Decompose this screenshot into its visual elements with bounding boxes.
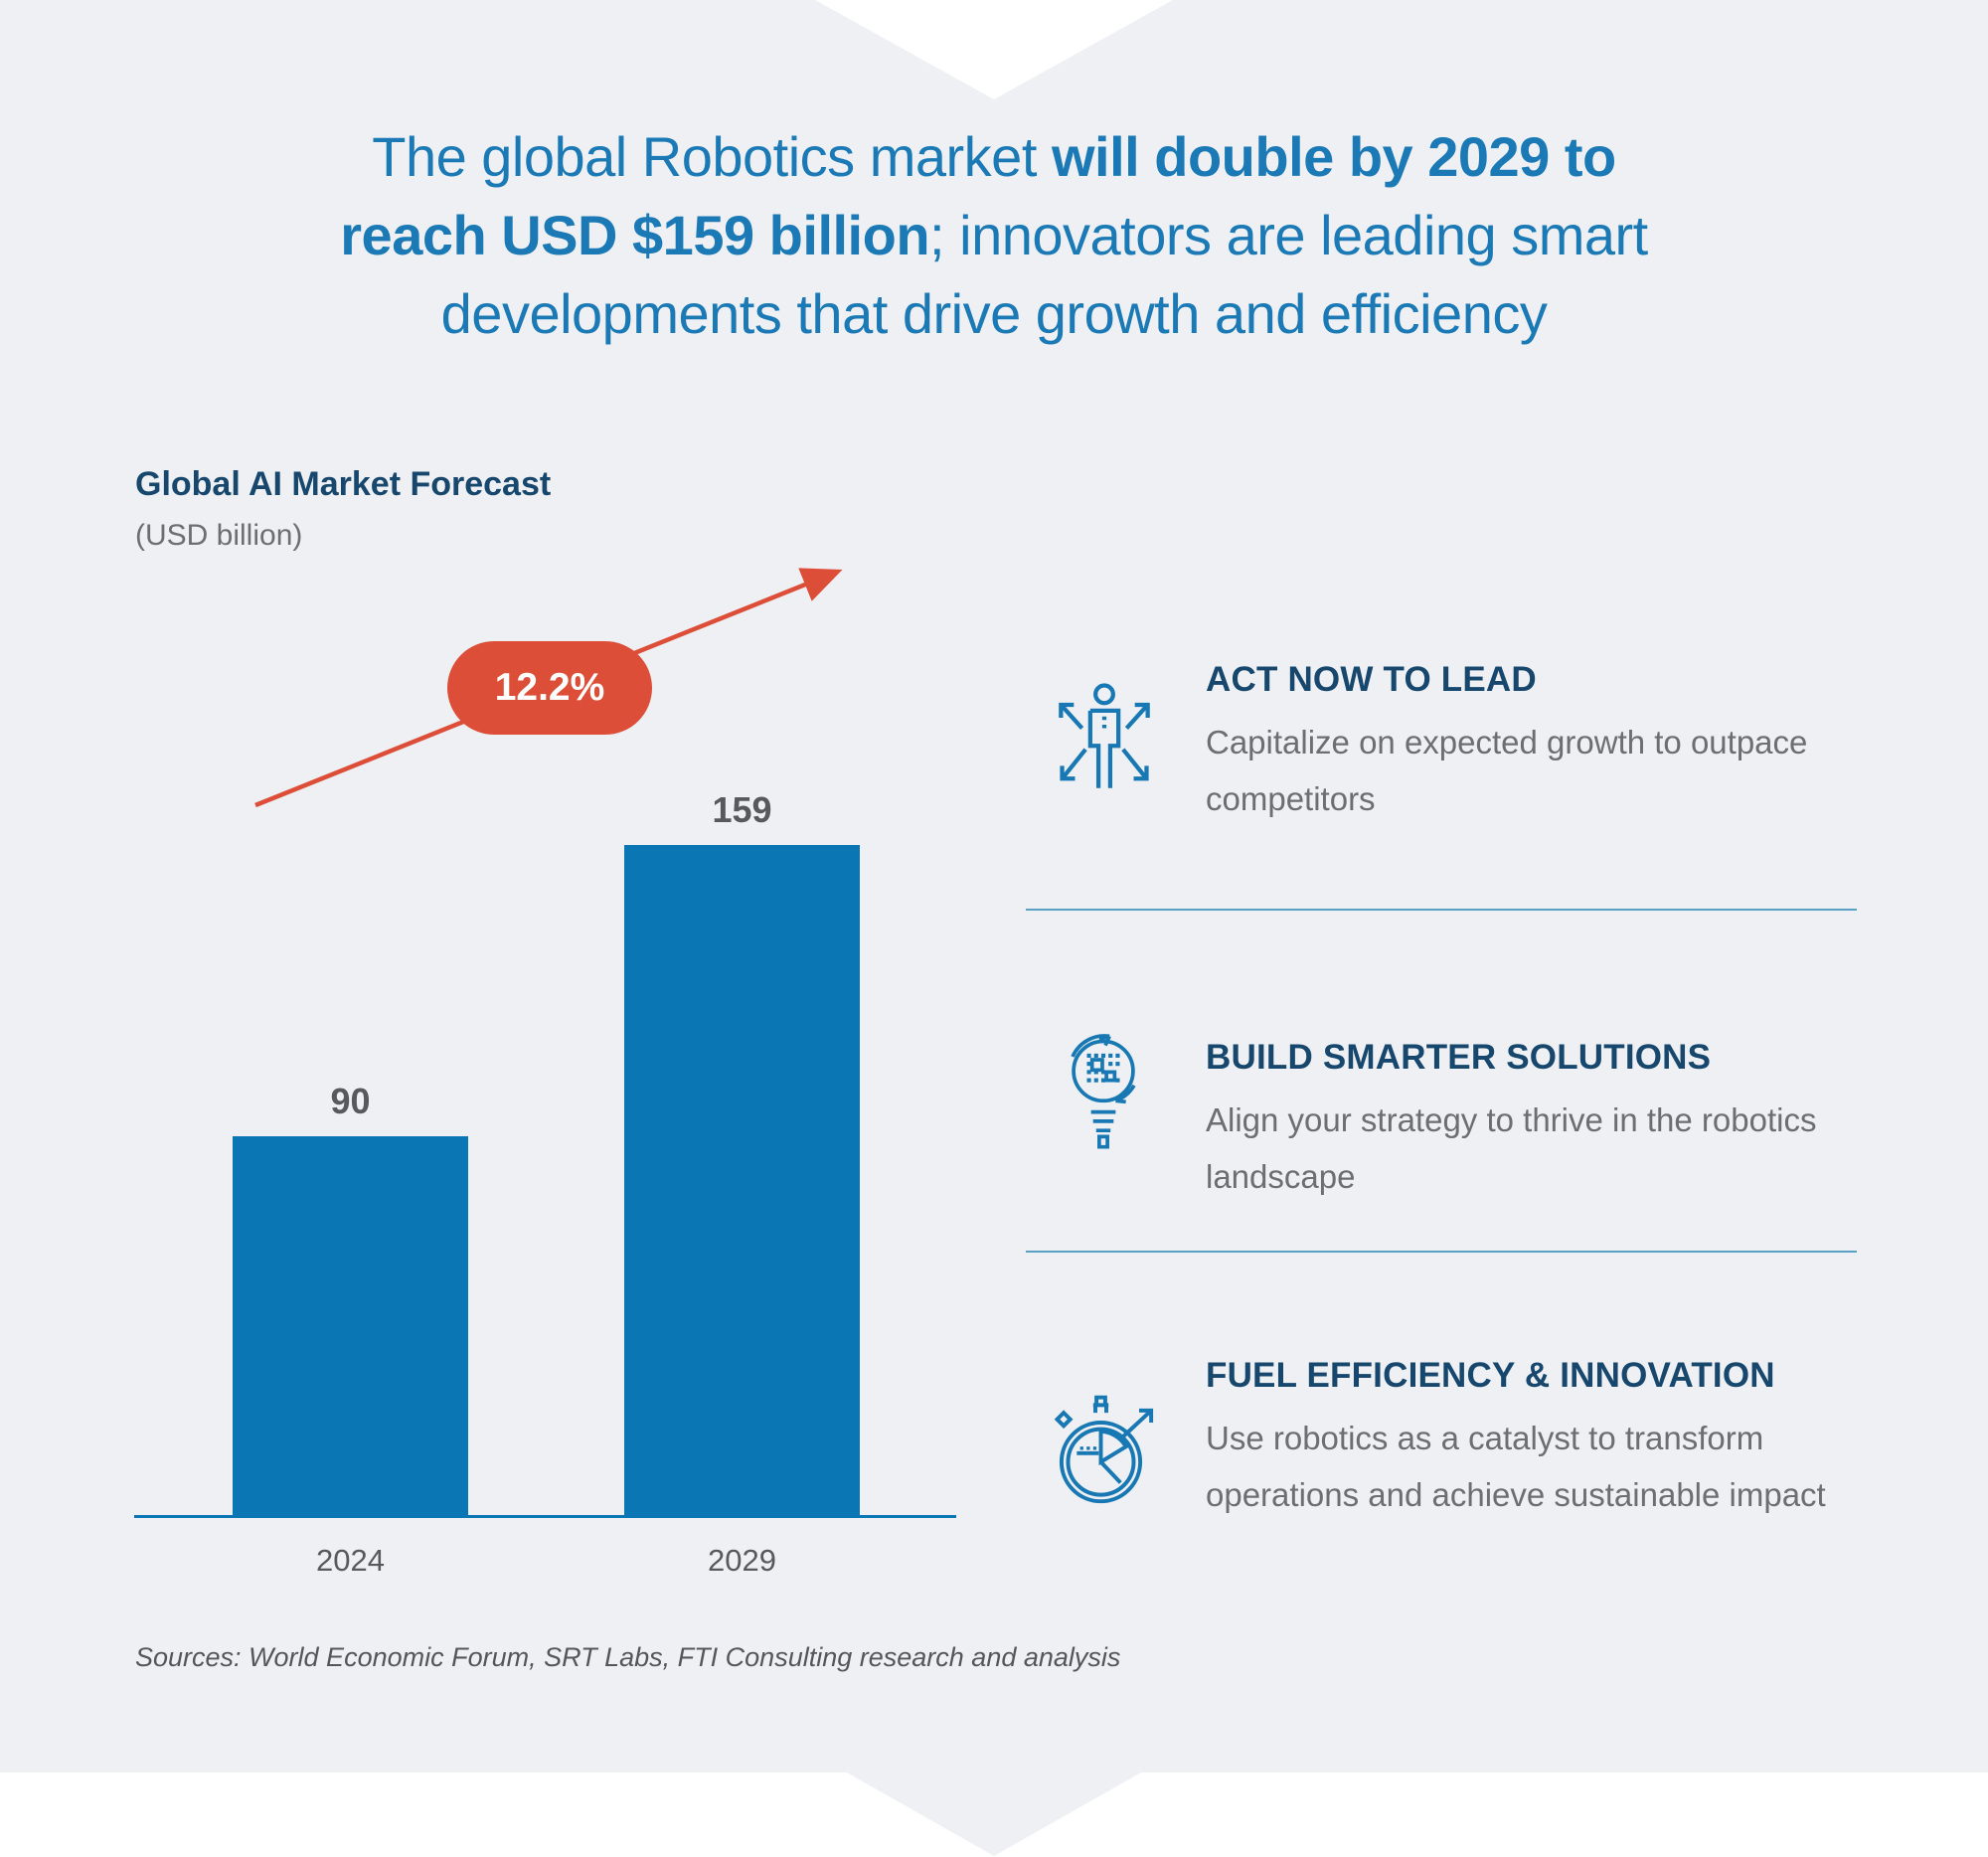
chart-title: Global AI Market Forecast bbox=[135, 465, 552, 503]
title-regular-1: The global Robotics market bbox=[372, 125, 1052, 188]
bar-group-2029: 159 bbox=[624, 789, 860, 1516]
x-tick-2024: 2024 bbox=[316, 1543, 385, 1578]
callout-body-act-now: Capitalize on expected growth to outpace… bbox=[1206, 724, 1808, 817]
lightbulb-circuit-icon bbox=[1052, 1026, 1155, 1157]
x-tick-2029: 2029 bbox=[708, 1543, 776, 1578]
title-bold-2: reach USD $159 billion bbox=[340, 204, 930, 266]
callout-heading-fuel-efficiency: FUEL EFFICIENCY & INNOVATION bbox=[1206, 1356, 1775, 1395]
chart-subtitle: (USD billion) bbox=[135, 519, 303, 552]
bar-value-label: 159 bbox=[712, 789, 772, 830]
bar-2029 bbox=[624, 845, 860, 1516]
bar-2024 bbox=[233, 1136, 468, 1516]
bar-value-label: 90 bbox=[330, 1081, 371, 1121]
callout-heading-build-smarter: BUILD SMARTER SOLUTIONS bbox=[1206, 1038, 1712, 1077]
callout-body-build-smarter: Align your strategy to thrive in the rob… bbox=[1206, 1101, 1817, 1195]
callout-heading-act-now: ACT NOW TO LEAD bbox=[1206, 660, 1537, 699]
section-divider bbox=[1026, 1251, 1857, 1253]
stopwatch-pie-chart-icon bbox=[1046, 1390, 1167, 1521]
section-divider bbox=[1026, 909, 1857, 911]
title-regular-3: developments that drive growth and effic… bbox=[440, 282, 1548, 345]
title-regular-2: ; innovators are leading smart bbox=[929, 204, 1648, 266]
sources-note: Sources: World Economic Forum, SRT Labs,… bbox=[135, 1642, 1121, 1672]
growth-rate-label: 12.2% bbox=[494, 666, 605, 709]
bar-group-2024: 90 bbox=[233, 1081, 468, 1516]
title-bold-1: will double by 2029 to bbox=[1051, 125, 1616, 188]
person-arrows-icon bbox=[1046, 676, 1163, 799]
bar-chart: 90 159 bbox=[134, 789, 956, 1516]
page-title: The global Robotics market will double b… bbox=[99, 117, 1889, 353]
growth-rate-badge: 12.2% bbox=[447, 641, 652, 735]
x-axis-line bbox=[134, 1515, 956, 1518]
callout-body-fuel-efficiency: Use robotics as a catalyst to transform … bbox=[1206, 1420, 1826, 1513]
